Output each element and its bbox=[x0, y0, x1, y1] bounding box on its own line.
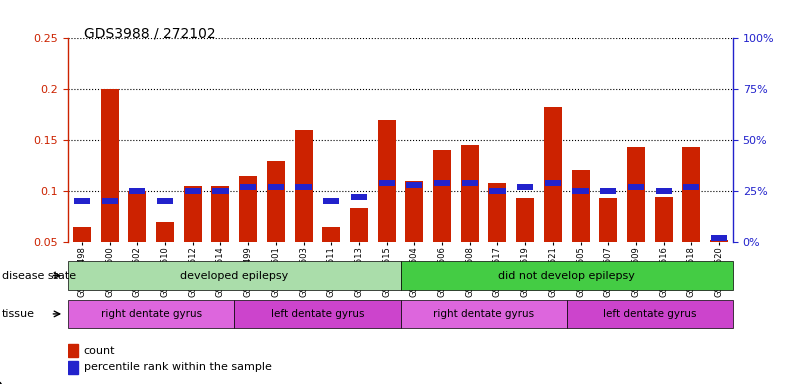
Bar bbox=[183, 186, 202, 242]
Bar bbox=[461, 145, 479, 242]
Bar bbox=[400, 300, 567, 328]
Bar bbox=[654, 197, 673, 242]
Text: left dentate gyrus: left dentate gyrus bbox=[271, 309, 364, 319]
Bar bbox=[68, 344, 78, 357]
Bar bbox=[628, 184, 644, 190]
Bar bbox=[185, 188, 201, 194]
Bar bbox=[655, 188, 672, 194]
Bar bbox=[235, 300, 400, 328]
Text: left dentate gyrus: left dentate gyrus bbox=[603, 309, 697, 319]
Bar bbox=[157, 198, 173, 204]
Bar bbox=[599, 198, 618, 242]
Bar bbox=[461, 180, 478, 186]
Bar bbox=[682, 147, 700, 242]
Bar bbox=[379, 180, 395, 186]
Bar bbox=[129, 188, 146, 194]
Bar bbox=[377, 120, 396, 242]
Bar bbox=[544, 107, 562, 242]
Text: tissue: tissue bbox=[2, 309, 34, 319]
Bar bbox=[406, 182, 422, 188]
Bar bbox=[683, 184, 699, 190]
Bar bbox=[128, 191, 147, 242]
Bar bbox=[323, 198, 340, 204]
Bar bbox=[600, 188, 616, 194]
Bar bbox=[573, 188, 589, 194]
Bar bbox=[545, 180, 561, 186]
Bar bbox=[101, 89, 119, 242]
Text: right dentate gyrus: right dentate gyrus bbox=[433, 309, 534, 319]
Bar bbox=[68, 300, 235, 328]
Bar bbox=[517, 184, 533, 190]
Bar bbox=[212, 188, 228, 194]
Bar bbox=[102, 198, 118, 204]
Bar bbox=[68, 361, 78, 374]
Text: disease state: disease state bbox=[2, 270, 76, 281]
Bar bbox=[516, 198, 534, 242]
Bar bbox=[240, 184, 256, 190]
Bar bbox=[627, 147, 645, 242]
Bar bbox=[74, 198, 90, 204]
Bar bbox=[267, 161, 285, 242]
Bar bbox=[296, 184, 312, 190]
Bar bbox=[351, 194, 367, 200]
Bar bbox=[433, 151, 451, 242]
Bar bbox=[567, 300, 733, 328]
Bar bbox=[489, 183, 506, 242]
Text: did not develop epilepsy: did not develop epilepsy bbox=[498, 270, 635, 281]
Text: percentile rank within the sample: percentile rank within the sample bbox=[84, 362, 272, 372]
Bar bbox=[405, 181, 424, 242]
Bar bbox=[73, 227, 91, 242]
Bar bbox=[711, 235, 727, 241]
Bar bbox=[211, 186, 229, 242]
Bar bbox=[268, 184, 284, 190]
Bar bbox=[350, 209, 368, 242]
Bar bbox=[156, 222, 174, 242]
Bar bbox=[400, 261, 733, 290]
Bar bbox=[295, 130, 312, 242]
Bar bbox=[489, 188, 505, 194]
Bar bbox=[322, 227, 340, 242]
Text: GDS3988 / 272102: GDS3988 / 272102 bbox=[84, 27, 215, 41]
Bar bbox=[572, 170, 590, 242]
Bar bbox=[68, 261, 400, 290]
Text: count: count bbox=[84, 346, 115, 356]
Bar bbox=[239, 176, 257, 242]
Text: developed epilepsy: developed epilepsy bbox=[180, 270, 288, 281]
Text: right dentate gyrus: right dentate gyrus bbox=[101, 309, 202, 319]
Bar bbox=[710, 240, 728, 242]
Bar bbox=[434, 180, 450, 186]
